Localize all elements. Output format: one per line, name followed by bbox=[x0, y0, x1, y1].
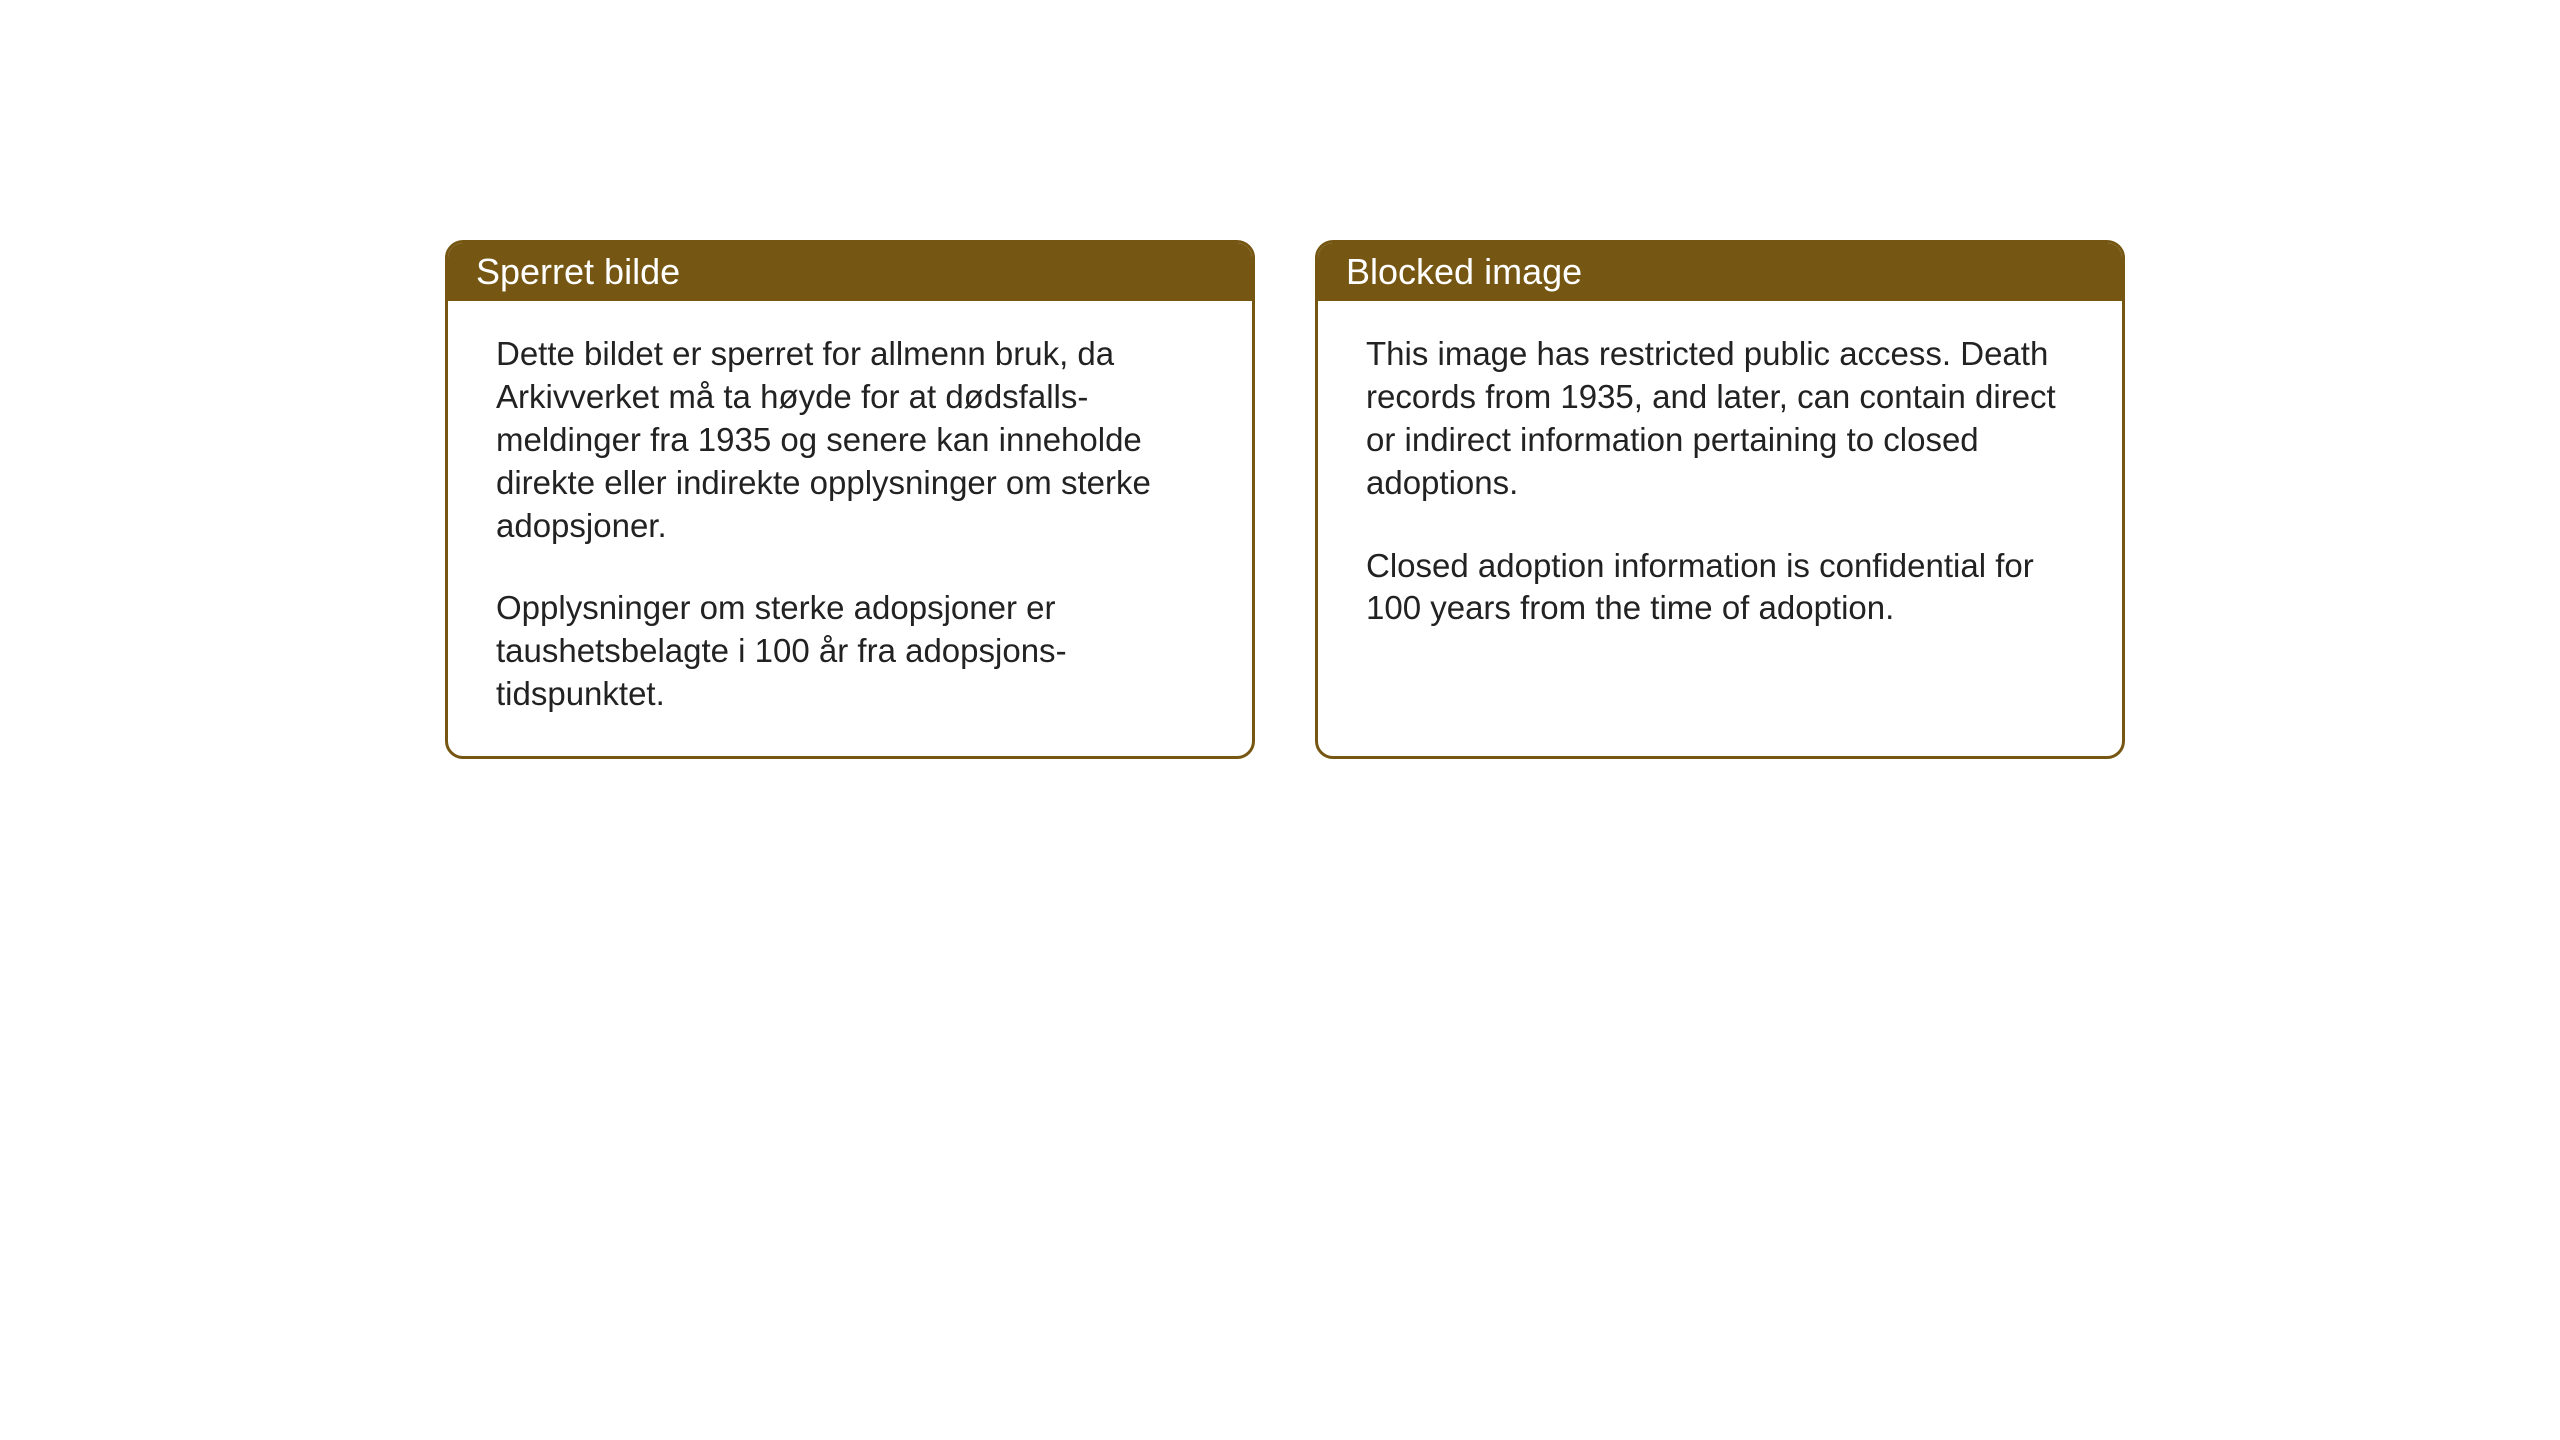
card-paragraph: Opplysninger om sterke adopsjoner er tau… bbox=[496, 587, 1204, 716]
card-paragraph: This image has restricted public access.… bbox=[1366, 333, 2074, 505]
card-header-norwegian: Sperret bilde bbox=[448, 243, 1252, 301]
card-title: Blocked image bbox=[1346, 251, 1582, 292]
card-paragraph: Dette bildet er sperret for allmenn bruk… bbox=[496, 333, 1204, 547]
notice-card-english: Blocked image This image has restricted … bbox=[1315, 240, 2125, 759]
card-body-english: This image has restricted public access.… bbox=[1318, 301, 2122, 741]
notice-card-norwegian: Sperret bilde Dette bildet er sperret fo… bbox=[445, 240, 1255, 759]
card-paragraph: Closed adoption information is confident… bbox=[1366, 545, 2074, 631]
card-body-norwegian: Dette bildet er sperret for allmenn bruk… bbox=[448, 301, 1252, 756]
card-header-english: Blocked image bbox=[1318, 243, 2122, 301]
card-title: Sperret bilde bbox=[476, 251, 680, 292]
notice-cards-container: Sperret bilde Dette bildet er sperret fo… bbox=[445, 240, 2125, 759]
